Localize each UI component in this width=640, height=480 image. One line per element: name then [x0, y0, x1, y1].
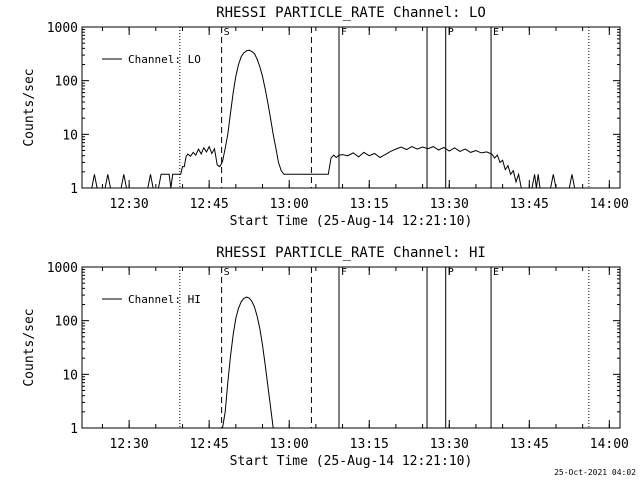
x-tick-label: 14:00 [590, 437, 629, 452]
x-tick-label: 13:00 [270, 197, 309, 212]
chart-panel-2: RHESSI PARTICLE_RATE Channel: HI 1 10 100 10… [22, 245, 629, 469]
generated-timestamp: 25-Oct-2021 04:02 [554, 468, 636, 477]
event-marker-label: S [224, 27, 230, 38]
x-tick-label: 14:00 [590, 197, 629, 212]
legend: Channel: LO [102, 53, 201, 66]
y-tick-label: 1 [70, 182, 78, 197]
event-marker-label: F [341, 267, 347, 278]
event-marker-label: S [224, 267, 230, 278]
x-tick-label: 13:15 [350, 437, 389, 452]
y-tick-label: 10 [62, 368, 78, 383]
y-tick-label: 1 [70, 422, 78, 437]
y-axis-label: Counts/sec [22, 68, 37, 146]
y-tick-label: 100 [55, 75, 78, 90]
x-tick-label: 13:30 [430, 197, 469, 212]
series-line-1 [91, 49, 578, 189]
y-axis-label: Counts/sec [22, 308, 37, 386]
event-marker-label: E [493, 27, 499, 38]
x-tick-label: 12:45 [190, 197, 229, 212]
legend-label: Channel: LO [128, 53, 201, 66]
chart-title: RHESSI PARTICLE_RATE Channel: LO [216, 5, 486, 21]
x-tick-label: 12:30 [110, 437, 149, 452]
x-tick-label: 13:00 [270, 437, 309, 452]
x-tick-label: 13:15 [350, 197, 389, 212]
event-marker-label: E [493, 267, 499, 278]
x-tick-label: 12:45 [190, 437, 229, 452]
series-line-1 [222, 296, 274, 429]
event-marker-label: F [341, 27, 347, 38]
y-tick-label: 1000 [47, 21, 78, 36]
x-axis-label: Start Time (25-Aug-14 12:21:10) [230, 214, 473, 229]
plot-frame [81, 26, 621, 189]
x-tick-label: 13:45 [510, 437, 549, 452]
x-axis-label: Start Time (25-Aug-14 12:21:10) [230, 454, 473, 469]
y-tick-label: 1000 [47, 261, 78, 276]
x-tick-label: 12:30 [110, 197, 149, 212]
x-tick-label: 13:45 [510, 197, 549, 212]
legend: Channel: HI [102, 293, 201, 306]
plot-frame [81, 266, 621, 429]
event-marker-label: P [448, 27, 454, 38]
chart-title: RHESSI PARTICLE_RATE Channel: HI [216, 245, 486, 261]
y-tick-label: 100 [55, 315, 78, 330]
x-tick-label: 13:30 [430, 437, 469, 452]
y-tick-label: 10 [62, 128, 78, 143]
chart-panel-1: RHESSI PARTICLE_RATE Channel: LO 1 10 100 10… [22, 5, 629, 229]
event-marker-label: P [448, 267, 454, 278]
legend-label: Channel: HI [128, 293, 201, 306]
